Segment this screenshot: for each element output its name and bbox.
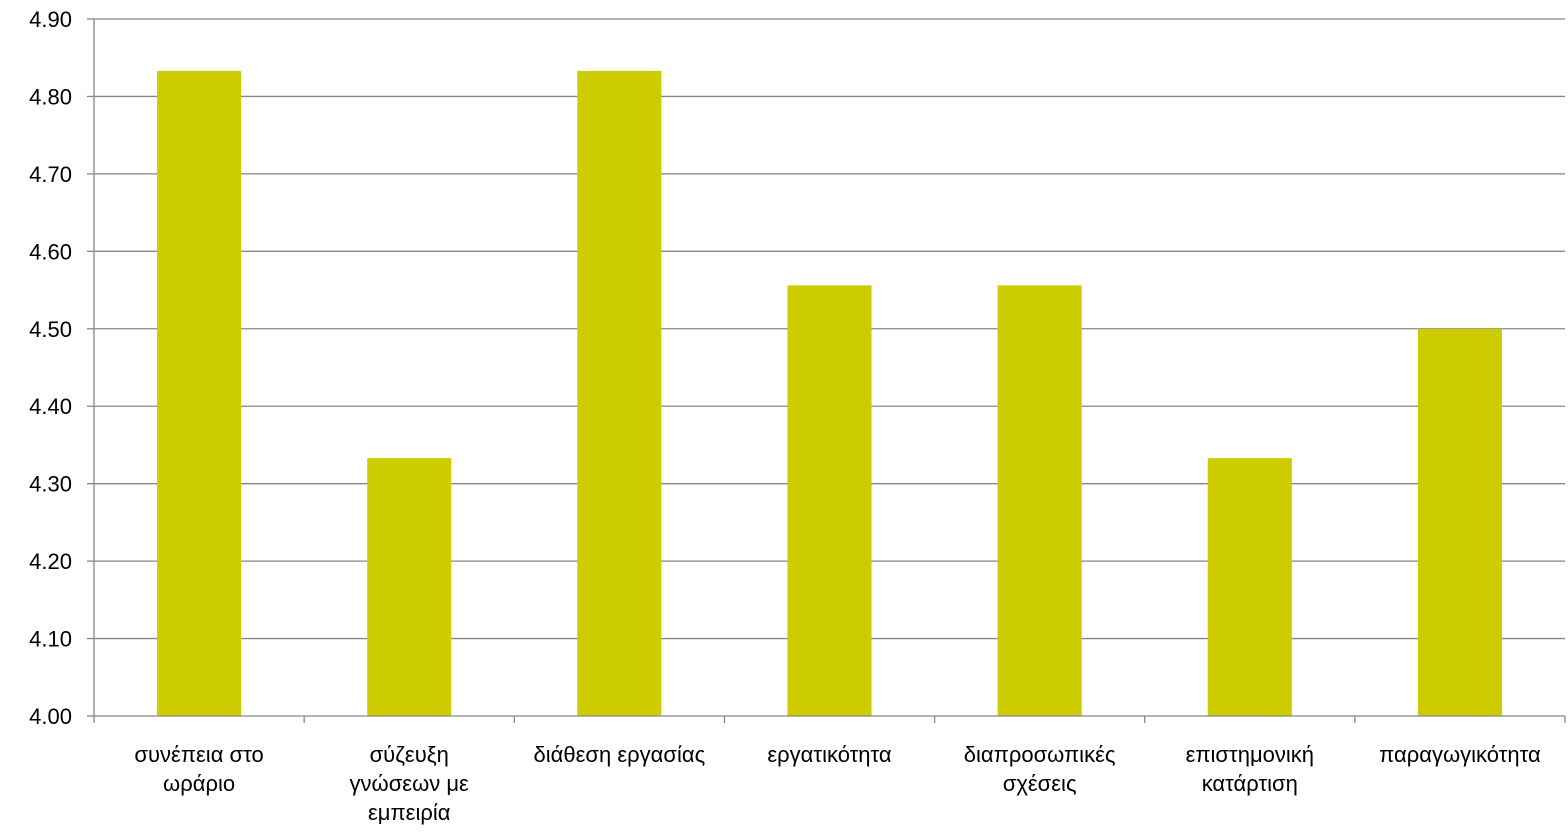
- x-tick-label: σύζευξη γνώσεων με εμπειρία: [350, 742, 470, 825]
- bar: [577, 70, 662, 717]
- y-tick-labels: 4.00 4.10 4.20 4.30 4.40 4.50 4.60 4.70 4.80 4.90: [29, 7, 72, 729]
- x-tick-label: διάθεση εργασίας: [534, 742, 706, 767]
- x-tick-label: συνέπεια στο ωράριο: [134, 742, 263, 796]
- x-tick-label-line: παραγωγικότητα: [1379, 742, 1541, 767]
- x-tick-label-line: συνέπεια στο: [134, 742, 263, 767]
- bar: [157, 70, 242, 717]
- y-tick-label: 4.70: [29, 162, 72, 187]
- y-tick-label: 4.60: [29, 239, 72, 264]
- x-tick-label-line: διαπροσωπικές: [964, 742, 1116, 767]
- x-tick-label-line: εμπειρία: [368, 800, 451, 825]
- x-tick-label: επιστημονική κατάρτιση: [1186, 742, 1314, 796]
- axes: [87, 18, 1566, 723]
- y-tick-label: 4.40: [29, 394, 72, 419]
- y-tick-label: 4.10: [29, 627, 72, 652]
- y-tick-label: 4.30: [29, 472, 72, 497]
- x-tick-label-line: γνώσεων με: [350, 771, 470, 796]
- bar: [997, 285, 1082, 716]
- x-tick-label: διαπροσωπικές σχέσεις: [964, 742, 1116, 796]
- x-tick-labels: συνέπεια στο ωράριο σύζευξη γνώσεων με εμπει…: [134, 742, 1541, 825]
- y-tick-label: 4.80: [29, 84, 72, 109]
- x-tick-label-line: σχέσεις: [1003, 771, 1077, 796]
- x-tick-label-line: σύζευξη: [370, 742, 449, 767]
- x-tick-label-line: ωράριο: [163, 771, 235, 796]
- bars: [157, 70, 1502, 717]
- bar: [1207, 458, 1292, 716]
- x-tick-label-line: επιστημονική: [1186, 742, 1314, 767]
- y-tick-label: 4.50: [29, 317, 72, 342]
- x-tick-label-line: κατάρτιση: [1202, 771, 1298, 796]
- x-tick-label-line: διάθεση εργασίας: [534, 742, 706, 767]
- y-tick-label: 4.00: [29, 704, 72, 729]
- x-tick-label: παραγωγικότητα: [1379, 742, 1541, 767]
- y-tick-label: 4.90: [29, 7, 72, 32]
- x-tick-label-line: εργατικότητα: [767, 742, 892, 767]
- bar: [1417, 328, 1502, 716]
- y-tick-label: 4.20: [29, 549, 72, 574]
- bar: [787, 285, 872, 716]
- x-tick-label: εργατικότητα: [767, 742, 892, 767]
- bar: [367, 458, 452, 716]
